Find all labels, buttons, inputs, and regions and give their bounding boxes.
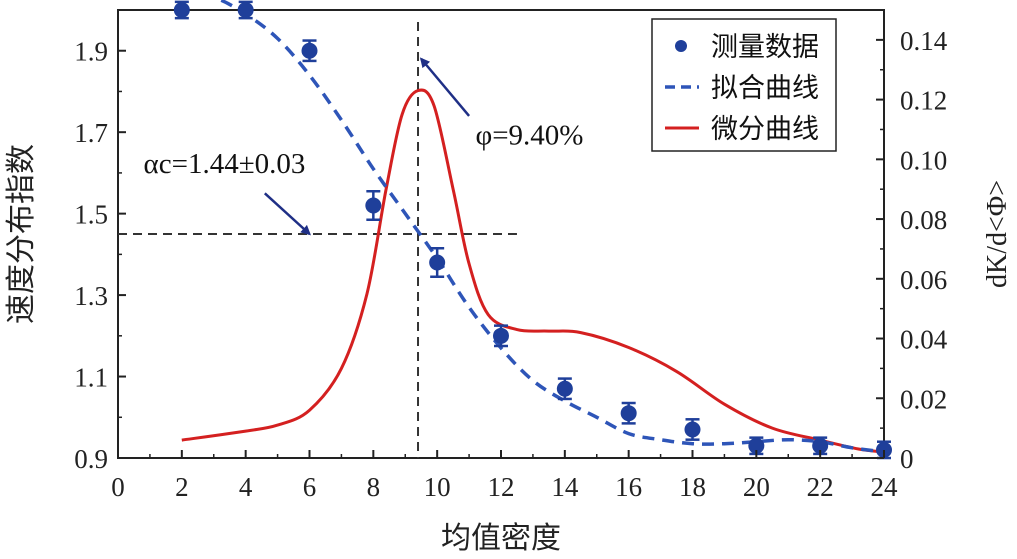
y-right-tick-label: 0.04 [900, 325, 948, 355]
x-axis-title: 均值密度 [441, 521, 561, 556]
y-axis-left: 0.9 1.1 1.3 1.5 1.7 1.9 [74, 9, 126, 474]
x-tick-label: 12 [488, 472, 515, 502]
y-right-tick-label: 0 [900, 444, 914, 474]
series-measured [173, 0, 892, 460]
data-point-marker [493, 327, 509, 344]
x-tick-label: 14 [551, 472, 579, 502]
data-point-18 [684, 418, 701, 441]
y-axis-left-title: 速度分布指数 [4, 144, 39, 324]
legend-label-2: 微分曲线 [711, 114, 819, 145]
data-point-marker [620, 405, 637, 422]
annotation-phi: φ=9.40% [475, 119, 583, 151]
x-tick-label: 4 [239, 472, 253, 502]
legend-marker-measured [675, 40, 687, 52]
x-tick-label: 24 [871, 472, 899, 502]
data-point-16 [620, 401, 637, 425]
y-left-tick-label: 0.9 [74, 444, 108, 474]
x-tick-label: 18 [679, 472, 706, 502]
data-point-marker [301, 42, 318, 59]
data-point-marker [748, 437, 765, 454]
data-point-marker [556, 380, 573, 397]
series-derivative [181, 88, 885, 454]
data-point-marker [684, 421, 701, 438]
data-point-marker [876, 441, 892, 458]
y-right-tick-label: 0.14 [900, 26, 948, 56]
data-point-marker [812, 437, 829, 454]
data-point-12 [493, 324, 509, 348]
y-right-tick-label: 0.02 [900, 384, 947, 414]
data-point-2 [173, 0, 190, 20]
x-tick-label: 10 [424, 472, 451, 502]
x-axis: 0 2 4 6 8 10 12 14 16 18 20 22 24 [111, 450, 898, 502]
y-right-tick-label: 0.12 [900, 86, 947, 116]
data-point-marker [173, 2, 190, 18]
data-point-14 [556, 377, 573, 401]
data-point-8 [365, 189, 382, 221]
y-right-tick-label: 0.10 [900, 145, 947, 175]
y-right-tick-label: 0.06 [900, 265, 947, 295]
y-right-tick-label: 0.08 [900, 205, 947, 235]
x-tick-label: 20 [743, 472, 770, 502]
annotation-alpha: αc=1.44±0.03 [144, 148, 306, 180]
fit-curve [215, 0, 885, 454]
y-left-tick-label: 1.9 [74, 37, 108, 67]
reference-lines [118, 22, 517, 458]
data-point-marker [365, 197, 382, 214]
data-point-4 [237, 0, 254, 20]
y-left-tick-label: 1.7 [74, 118, 108, 148]
legend-label-1: 拟合曲线 [711, 73, 819, 104]
series-fit [215, 0, 885, 454]
x-tick-label: 16 [615, 472, 642, 502]
y-left-tick-label: 1.1 [74, 363, 108, 393]
y-axis-right: 0 0.02 0.04 0.06 0.08 0.10 0.12 0.14 [876, 9, 948, 474]
x-tick-label: 0 [111, 472, 125, 502]
x-tick-label: 22 [807, 472, 834, 502]
x-tick-label: 6 [303, 472, 317, 502]
data-point-6 [301, 39, 318, 63]
data-point-marker [237, 2, 254, 18]
y-left-tick-label: 1.3 [74, 281, 108, 311]
annotation-arrow-phi [419, 57, 471, 117]
y-left-tick-label: 1.5 [74, 200, 108, 230]
annotations: φ=9.40% αc=1.44±0.03 [144, 57, 583, 236]
data-point-10 [429, 247, 446, 279]
y-axis-right-title: dK/d<Φ> [982, 180, 1013, 288]
annotation-arrow-alpha [263, 192, 311, 236]
x-tick-label: 2 [175, 472, 189, 502]
derivative-curve [181, 88, 885, 454]
legend-label-0: 测量数据 [711, 32, 819, 63]
x-tick-label: 8 [367, 472, 381, 502]
data-point-marker [429, 254, 446, 271]
